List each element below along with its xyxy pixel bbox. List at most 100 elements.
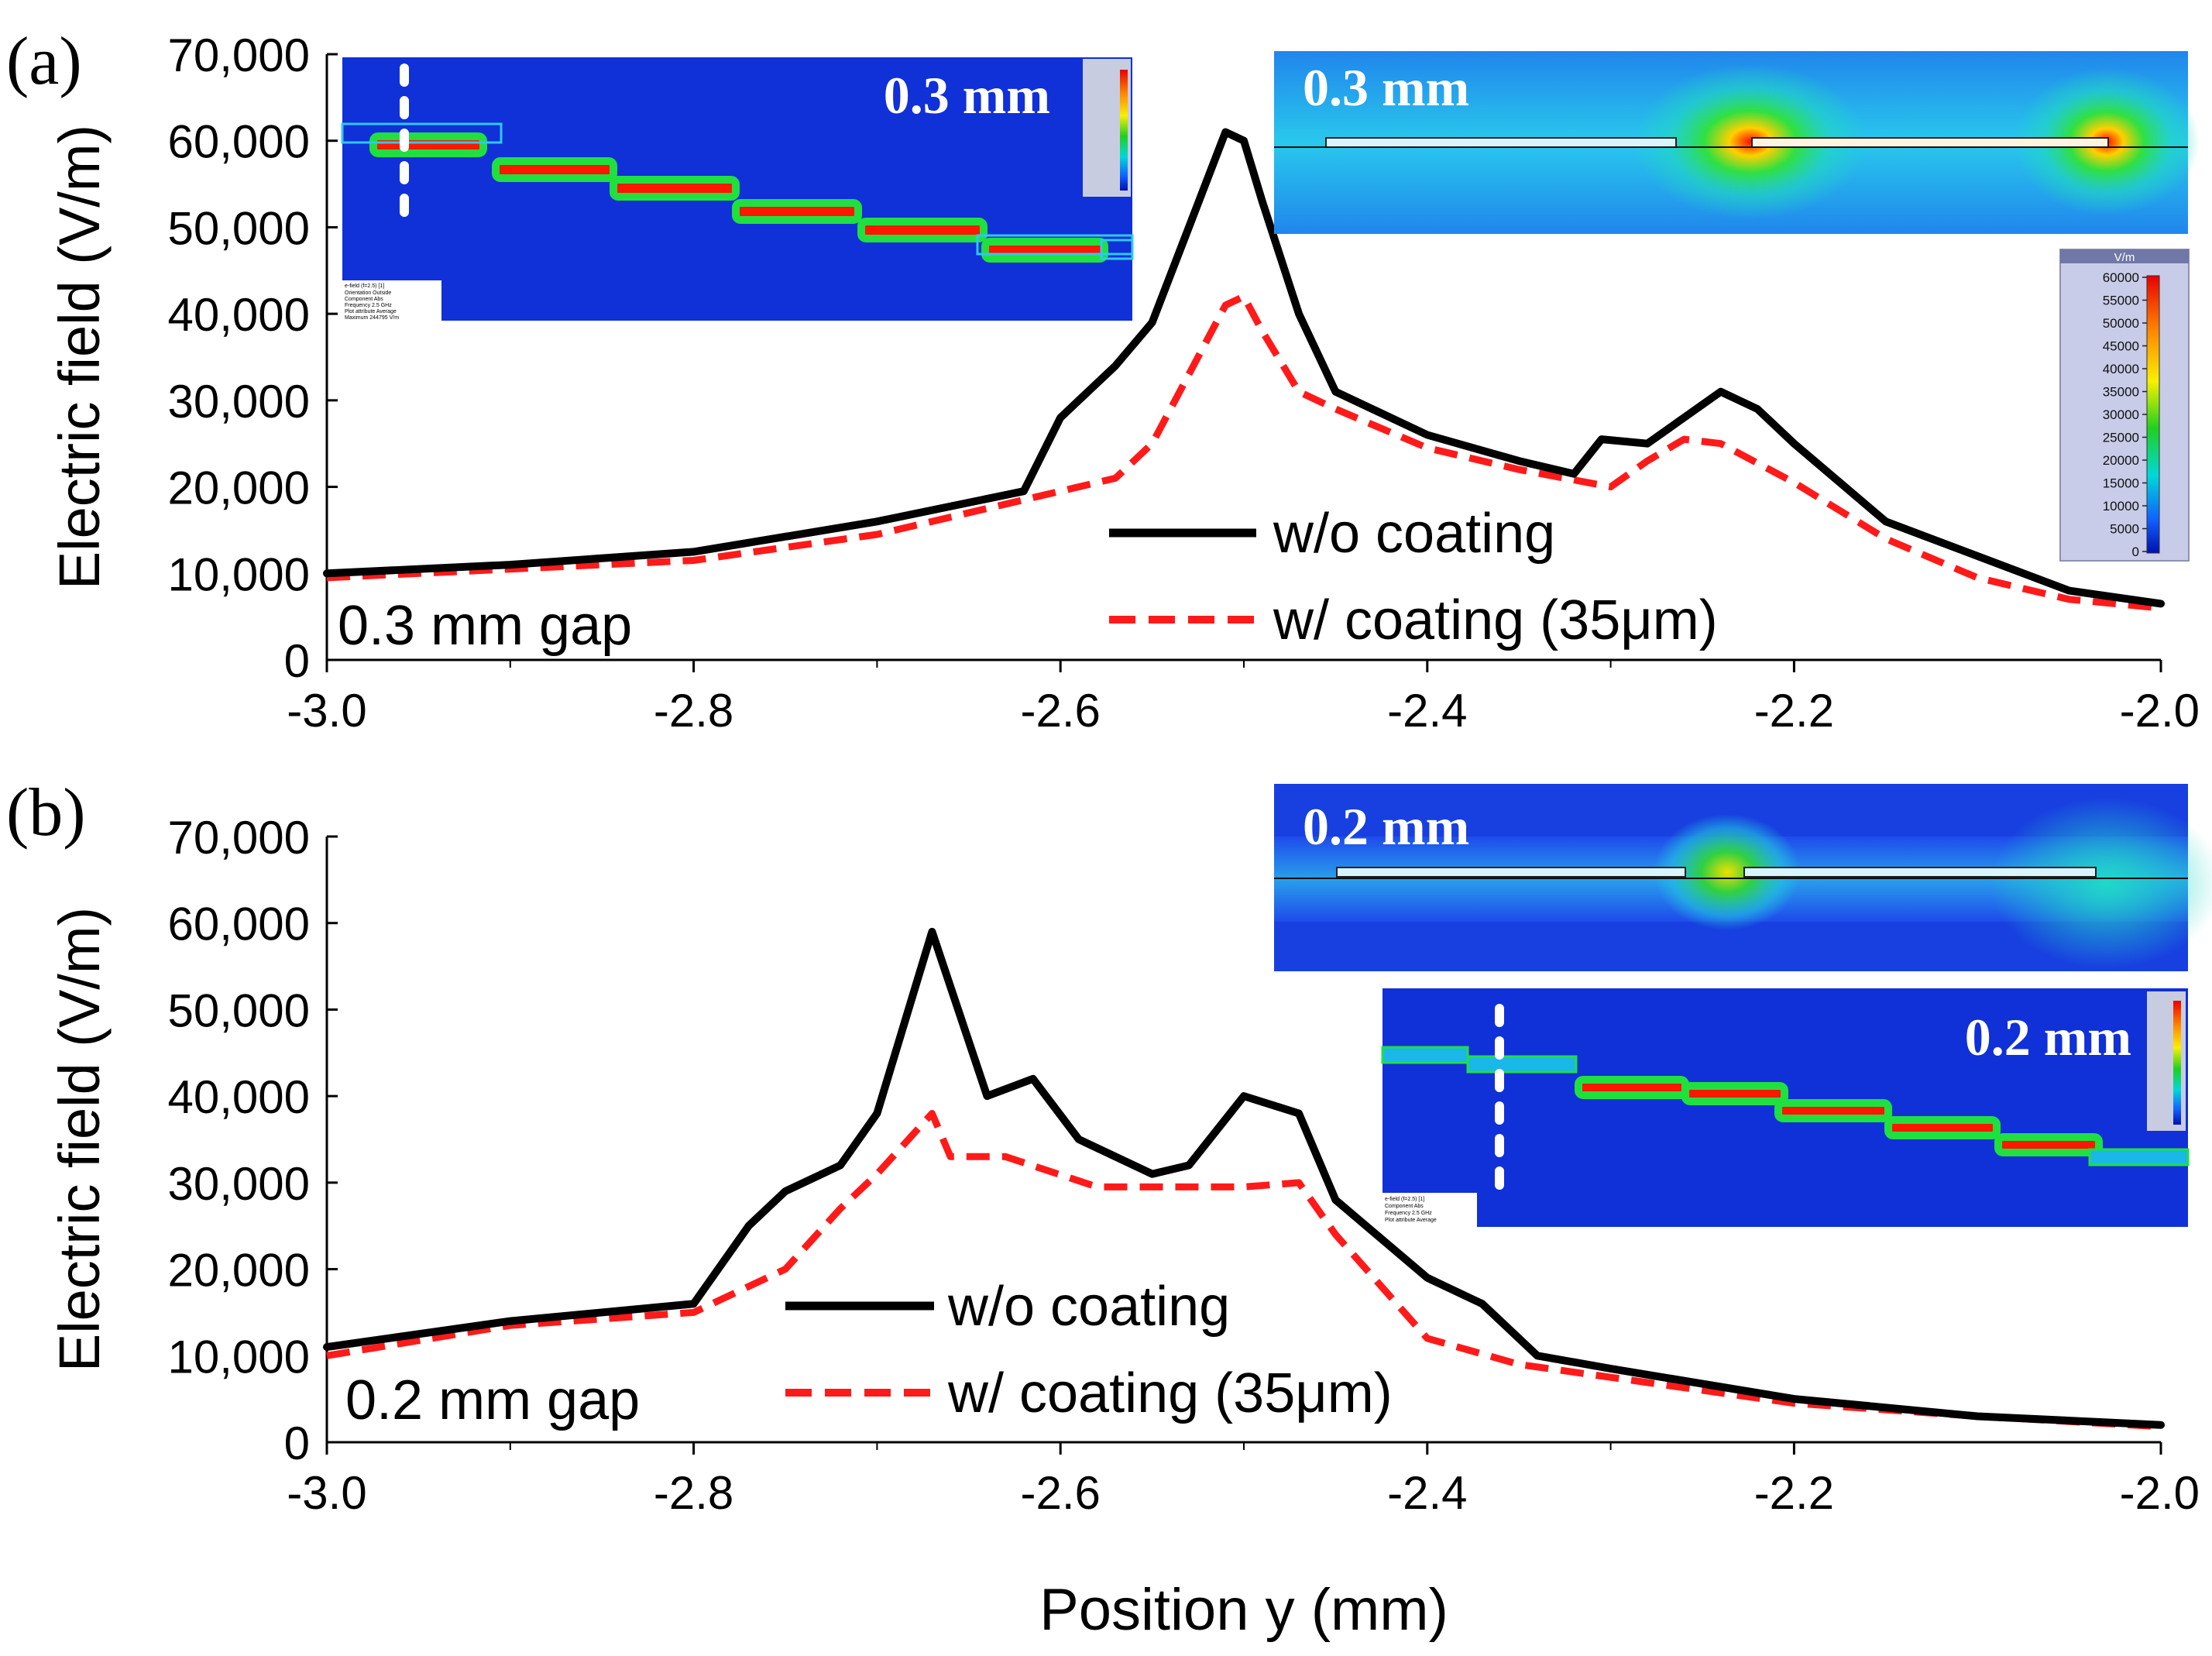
mini-colorbar-gradient	[1120, 70, 1128, 191]
field-info-background	[342, 280, 441, 321]
field-info-row: Component Abs	[345, 297, 383, 302]
coil-segment	[981, 238, 1108, 263]
x-tick-label: -2.6	[1021, 685, 1101, 737]
marker-dash	[1495, 1069, 1504, 1092]
y-tick-label: 30,000	[167, 376, 310, 428]
y-tick-label: 60,000	[167, 116, 310, 168]
marker-dash	[1495, 1004, 1504, 1027]
y-tick-label: 0	[284, 635, 310, 687]
colorbar-tick-label: 30000	[2103, 407, 2139, 422]
field-info-title: e-field (f=2.5) [1]	[1385, 1197, 1424, 1202]
y-axis-ticks: 0 10,000 20,000 30,000 40,000 50,000 60,000 70,…	[167, 29, 338, 687]
field-info-box: e-field (f=2.5) [1] Orientation Outside …	[342, 280, 441, 321]
y-tick-label: 40,000	[167, 1071, 310, 1123]
coil-segment	[610, 176, 740, 201]
colorbar-tick-label: 15000	[2103, 476, 2139, 491]
y-axis-label: Electric field (V/m)	[47, 125, 112, 589]
cut-line-marker	[1495, 1004, 1504, 1190]
x-tick-label: -2.8	[654, 1467, 733, 1519]
marker-dash	[1495, 1036, 1504, 1060]
marker-dash	[400, 129, 409, 152]
colorbar-tick-label: 20000	[2103, 453, 2139, 468]
mini-colorbar-gradient	[2173, 1001, 2181, 1125]
field-info-title: e-field (f=2.5) [1]	[345, 283, 384, 289]
colorbar-tick-label: 35000	[2103, 385, 2139, 400]
legend-label-without-coating: w/o coating	[947, 1276, 1230, 1338]
coil-segments	[1575, 1076, 2103, 1156]
y-tick-label: 30,000	[167, 1158, 310, 1210]
gap-annotation: 0.3 mm gap	[338, 595, 632, 657]
colorbar-tick-label: 0	[2132, 545, 2139, 559]
x-tick-label: -2.2	[1754, 1467, 1834, 1519]
y-tick-label: 40,000	[167, 289, 310, 341]
y-tick-label: 20,000	[167, 1245, 310, 1297]
legend: w/o coating w/ coating (35μm)	[1109, 503, 1718, 651]
field-info-row: Plot attribute Average	[345, 309, 397, 314]
x-tick-label: -2.4	[1387, 1467, 1467, 1519]
inset-cross-section: 0.3 mm	[1274, 51, 2200, 234]
colorbar-header	[2060, 249, 2189, 263]
marker-dash	[1495, 1134, 1504, 1157]
series-line-with-coating	[326, 1110, 2162, 1431]
panel-b: (b) 0 10,000 20,000 30,000 40,000 50,000 60,00…	[6, 775, 2212, 1643]
inset-cross-section: 0.2 mm	[1274, 784, 2212, 971]
plot-area: 0 10,000 20,000 30,000 40,000 50,000 60,000 70,…	[47, 812, 2200, 1643]
field-info-box: e-field (f=2.5) [1] Component Abs Freque…	[1382, 1193, 1477, 1227]
x-axis-ticks: -3.0 -2.8 -2.6 -2.4 -2.2 -2.0	[287, 660, 2200, 737]
y-axis-ticks: 0 10,000 20,000 30,000 40,000 50,000 60,000 70,…	[167, 812, 338, 1469]
x-tick-label: -2.6	[1021, 1467, 1101, 1519]
colorbar-unit: V/m	[2114, 251, 2135, 264]
field-hotspot	[1654, 814, 1801, 930]
colorbar-tick-label: 10000	[2103, 499, 2139, 514]
y-tick-label: 50,000	[167, 202, 310, 254]
x-axis-label: Position y (mm)	[1039, 1577, 1448, 1643]
series-line-with-coating	[326, 293, 2162, 612]
coil-segment	[857, 218, 988, 242]
cut-line-marker	[400, 64, 409, 217]
y-tick-label: 50,000	[167, 984, 310, 1036]
field-info-row: Component Abs	[1385, 1204, 1424, 1209]
colorbar-panel	[2059, 249, 2190, 562]
inset-oblique-view: 0.3 mm e-field (f=2.5) [1] Orientation O…	[341, 57, 1134, 321]
legend-label-with-coating: w/ coating (35μm)	[947, 1362, 1393, 1424]
coil-segment	[1994, 1133, 2103, 1156]
y-tick-label: 60,000	[167, 898, 310, 950]
electrode-right	[1751, 137, 2109, 148]
coil-segments	[369, 132, 1108, 263]
x-tick-label: -3.0	[287, 685, 366, 737]
panel-a: (a) 0 10,000 20,000 30,000 40,000 50,000 60,00…	[6, 24, 2200, 737]
x-tick-label: -2.4	[1387, 685, 1467, 737]
coil-segment	[1681, 1082, 1788, 1105]
frame	[2088, 1148, 2190, 1166]
frame	[341, 122, 503, 144]
y-tick-label: 0	[284, 1417, 310, 1469]
coil-segment	[732, 199, 862, 224]
x-tick-label: -2.8	[654, 685, 733, 737]
marker-dash	[400, 64, 409, 87]
colorbar-tick-label: 40000	[2103, 362, 2139, 376]
coil-segment-frames	[341, 122, 1134, 260]
mini-colorbar	[2147, 991, 2186, 1131]
y-tick-label: 10,000	[167, 548, 310, 600]
colorbar-tick-label: 55000	[2103, 294, 2139, 308]
frame	[1381, 1046, 1469, 1064]
series-line-without-coating	[323, 927, 2165, 1429]
mini-colorbar	[1083, 59, 1131, 197]
electrode-left	[1336, 867, 1686, 878]
coil-segment	[1774, 1099, 1892, 1122]
y-tick-label: 70,000	[167, 812, 310, 864]
marker-dash	[1495, 1101, 1504, 1125]
coil-segment	[492, 157, 617, 182]
field-info-row: Maximum 244795 V/m	[345, 315, 399, 321]
inset-oblique-view: 0.2 mm e-field (f=2.5) [1] Component Abs…	[1381, 988, 2190, 1227]
marker-dash	[400, 96, 409, 119]
y-axis-label: Electric field (V/m)	[47, 907, 112, 1372]
electrode-right	[1743, 867, 2097, 878]
y-tick-label: 70,000	[167, 29, 310, 81]
series-line-without-coating	[323, 128, 2165, 608]
marker-dash	[400, 161, 409, 184]
electrode-left	[1325, 137, 1677, 148]
legend-label-with-coating: w/ coating (35μm)	[1273, 589, 1718, 651]
panel-label: (a)	[6, 24, 82, 99]
colorbar-tick-label: 60000	[2103, 270, 2139, 285]
